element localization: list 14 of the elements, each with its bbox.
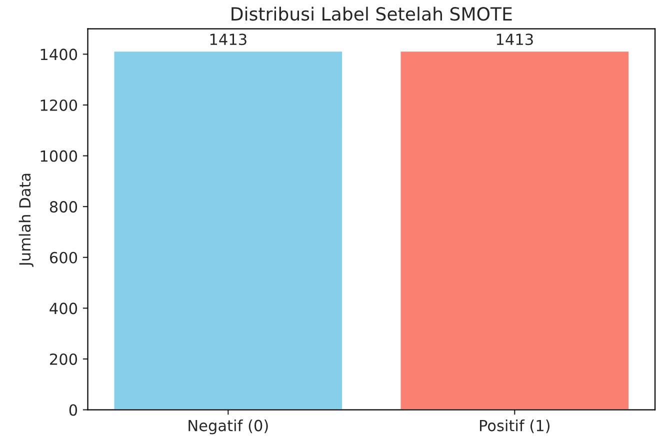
y-axis-title: Jumlah Data [18,174,34,267]
y-tick-label: 200 [50,353,78,365]
y-tick-label: 400 [50,302,78,314]
chart-title: Distribusi Label Setelah SMOTE [232,6,512,21]
y-tick-label: 800 [50,201,78,213]
y-tick-label: 1200 [40,99,78,112]
y-tick-label: 600 [50,252,78,264]
x-tick-label: Positif (1) [480,419,550,434]
x-tick-label: Negatif (0) [188,419,268,434]
data-label: 1413 [496,34,533,46]
y-tick-label: 1000 [40,150,78,162]
y-tick-label: 1400 [40,48,78,60]
y-tick-label: 0 [69,404,78,416]
data-label: 1413 [210,34,246,46]
